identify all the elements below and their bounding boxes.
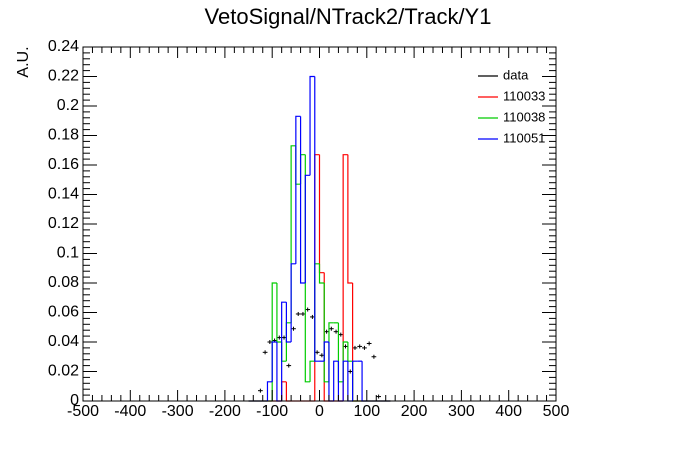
histogram-bin — [271, 341, 277, 382]
x-tick-label: 100 — [353, 403, 380, 420]
data-point — [333, 329, 339, 334]
histogram-bin — [323, 283, 329, 383]
histogram-bin — [276, 283, 282, 343]
histogram-bin — [299, 116, 306, 284]
histogram-bin — [285, 381, 292, 402]
y-tick-label: 0.2 — [57, 97, 79, 114]
y-tick-label: 0.06 — [48, 304, 79, 321]
data-point — [258, 388, 263, 393]
histogram-bin — [318, 263, 325, 284]
x-tick-label: 500 — [543, 403, 570, 420]
legend-label: 110051 — [503, 130, 545, 145]
histogram-bin — [314, 154, 320, 401]
data-point — [276, 335, 282, 340]
y-tick-label: 0.22 — [48, 68, 79, 85]
x-tick-label: -100 — [256, 403, 288, 420]
data-point — [295, 311, 301, 316]
legend-label: data — [503, 67, 529, 82]
y-tick-label: 0 — [70, 392, 79, 409]
y-tick-label: 0.04 — [48, 333, 79, 350]
data-point — [357, 344, 363, 349]
y-tick-label: 0.18 — [48, 127, 79, 144]
histogram-bin — [342, 154, 348, 401]
histogram-bin — [281, 301, 287, 401]
legend-label: 110033 — [503, 88, 545, 103]
histogram-bin — [352, 360, 358, 401]
y-tick-label: 0.1 — [57, 245, 79, 262]
histogram-bin — [352, 283, 358, 402]
histogram-bin — [323, 341, 329, 362]
histogram-bin — [276, 342, 282, 402]
data-point — [300, 311, 306, 316]
x-tick-label: -400 — [114, 403, 146, 420]
histogram-bin — [347, 154, 353, 284]
data-point — [291, 326, 296, 331]
chart-title: VetoSignal/NTrack2/Track/Y1 — [205, 4, 492, 29]
data-point — [376, 394, 381, 399]
histogram-bin — [266, 381, 273, 401]
histogram-bin — [347, 361, 353, 402]
x-tick-label: 300 — [448, 403, 475, 420]
data-point — [362, 345, 367, 350]
y-tick-label: 0.08 — [48, 274, 79, 291]
histogram-bin — [295, 115, 301, 264]
data-point — [338, 332, 344, 337]
data-point — [310, 314, 315, 319]
y-tick-label: 0.16 — [48, 156, 79, 173]
histogram-bin — [314, 263, 320, 362]
data-point — [286, 363, 292, 368]
data-point — [371, 354, 377, 359]
histogram-bin — [337, 322, 344, 383]
histogram-bin — [314, 76, 320, 362]
histogram-bin — [318, 154, 325, 274]
x-tick-label: 0 — [315, 403, 324, 420]
x-tick-label: -200 — [209, 403, 241, 420]
y-tick-label: 0.24 — [48, 38, 79, 55]
y-tick-label: 0.02 — [48, 363, 79, 380]
data-point — [347, 369, 353, 374]
data-point — [314, 350, 320, 355]
histogram-bin — [328, 342, 334, 402]
data-point — [328, 326, 334, 331]
histogram-bin — [299, 154, 306, 185]
data-point — [319, 353, 325, 358]
data-point — [262, 350, 268, 355]
data-point — [281, 335, 287, 340]
histogram-bin — [290, 263, 296, 342]
histogram-bin — [281, 342, 287, 362]
histogram-bin — [281, 381, 287, 401]
histogram-bin — [290, 145, 296, 323]
data-point — [343, 344, 348, 349]
x-tick-label: 200 — [401, 403, 428, 420]
data-point — [324, 329, 329, 334]
histogram-bin — [328, 322, 334, 382]
histogram-bin — [309, 75, 315, 176]
histogram-bin — [361, 361, 367, 402]
data-point — [305, 307, 311, 312]
y-tick-label: 0.12 — [48, 215, 79, 232]
x-tick-label: -300 — [162, 403, 194, 420]
histogram-bin — [295, 145, 301, 185]
data-point — [267, 340, 273, 344]
histogram-bin — [342, 360, 348, 401]
histogram-bin — [352, 361, 358, 402]
x-tick-label: 400 — [495, 403, 522, 420]
y-axis-label: A.U. — [15, 46, 32, 77]
data-point — [366, 341, 372, 346]
x-tick-label: -500 — [67, 403, 99, 420]
histogram-bin — [347, 342, 353, 362]
histogram-bin — [304, 174, 311, 283]
data-point — [352, 345, 358, 350]
y-tick-label: 0.14 — [48, 186, 79, 203]
histogram-bin — [304, 154, 311, 383]
histogram-bin — [333, 360, 339, 401]
legend-label: 110038 — [503, 109, 545, 124]
histogram-bin — [285, 302, 292, 343]
histogram-bin — [337, 361, 344, 402]
histogram-bin — [309, 360, 315, 382]
